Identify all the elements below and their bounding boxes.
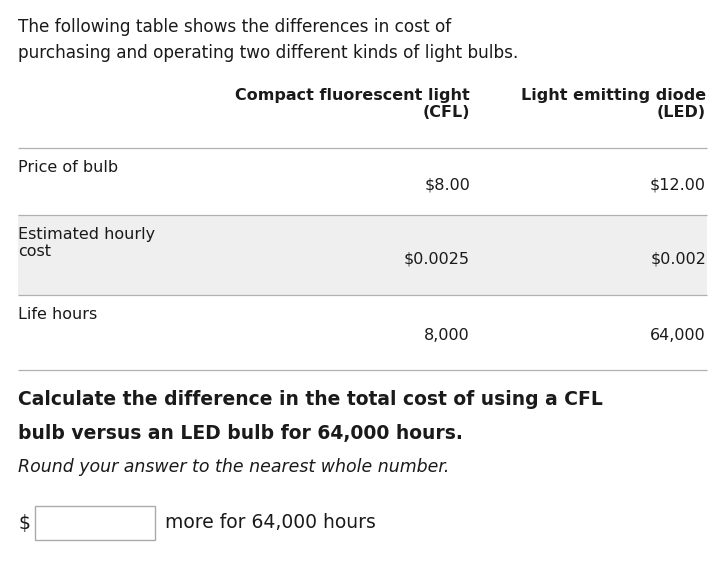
Text: bulb versus an LED bulb for 64,000 hours.: bulb versus an LED bulb for 64,000 hours… [18,424,463,443]
Text: $0.002: $0.002 [650,251,706,266]
Text: Life hours: Life hours [18,307,97,322]
Text: Estimated hourly
cost: Estimated hourly cost [18,227,155,259]
Text: Light emitting diode
(LED): Light emitting diode (LED) [521,88,706,120]
Text: The following table shows the differences in cost of: The following table shows the difference… [18,18,451,36]
Text: Compact fluorescent light
(CFL): Compact fluorescent light (CFL) [235,88,470,120]
Text: Price of bulb: Price of bulb [18,160,118,175]
Text: $8.00: $8.00 [424,177,470,192]
Text: Calculate the difference in the total cost of using a CFL: Calculate the difference in the total co… [18,390,603,409]
Text: 8,000: 8,000 [424,328,470,343]
Text: $12.00: $12.00 [650,177,706,192]
Text: Round your answer to the nearest whole number.: Round your answer to the nearest whole n… [18,458,450,476]
Text: purchasing and operating two different kinds of light bulbs.: purchasing and operating two different k… [18,44,518,62]
Text: more for 64,000 hours: more for 64,000 hours [165,514,376,533]
Text: $0.0025: $0.0025 [404,251,470,266]
Text: 64,000: 64,000 [650,328,706,343]
Text: $: $ [18,514,30,533]
